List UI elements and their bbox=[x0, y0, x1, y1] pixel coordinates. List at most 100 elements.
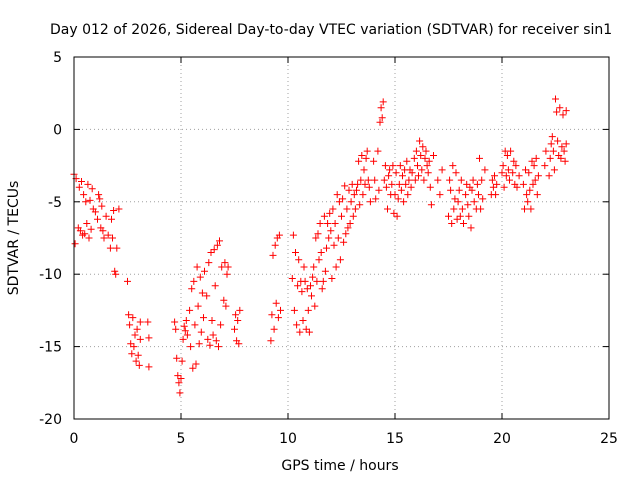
data-point bbox=[452, 169, 460, 177]
data-point bbox=[556, 104, 564, 112]
data-point bbox=[451, 195, 459, 203]
data-point bbox=[417, 152, 425, 159]
data-point bbox=[81, 230, 89, 238]
data-point bbox=[126, 321, 134, 329]
data-point bbox=[408, 169, 416, 177]
data-point bbox=[531, 176, 539, 184]
data-point bbox=[425, 157, 433, 165]
data-point bbox=[434, 176, 442, 184]
data-point bbox=[420, 176, 428, 184]
data-point bbox=[393, 212, 401, 220]
data-point bbox=[95, 191, 103, 199]
data-point bbox=[477, 205, 485, 213]
data-point bbox=[529, 180, 537, 188]
data-point bbox=[503, 152, 511, 159]
data-point bbox=[522, 166, 529, 174]
data-point bbox=[491, 172, 498, 180]
data-point bbox=[110, 207, 118, 214]
data-point bbox=[341, 182, 349, 190]
data-point bbox=[371, 176, 379, 184]
data-point bbox=[338, 212, 345, 220]
data-point bbox=[374, 147, 382, 155]
data-point bbox=[88, 185, 96, 193]
data-point bbox=[498, 169, 506, 177]
data-point bbox=[436, 191, 444, 199]
data-point bbox=[558, 143, 566, 151]
data-point bbox=[399, 172, 406, 180]
data-point bbox=[299, 317, 307, 324]
data-point bbox=[400, 198, 408, 206]
data-point bbox=[386, 166, 394, 174]
data-point bbox=[547, 140, 555, 148]
data-point bbox=[510, 157, 518, 165]
data-point bbox=[365, 183, 373, 191]
data-point bbox=[402, 180, 410, 188]
data-point bbox=[422, 147, 430, 155]
data-point bbox=[465, 212, 473, 220]
data-point bbox=[346, 220, 354, 227]
data-point bbox=[340, 238, 348, 246]
data-point bbox=[426, 183, 434, 191]
data-point bbox=[492, 191, 500, 199]
data-point bbox=[356, 201, 364, 209]
data-point bbox=[274, 314, 282, 322]
data-point bbox=[275, 231, 283, 239]
data-point bbox=[384, 205, 391, 213]
data-point bbox=[403, 157, 411, 165]
data-point bbox=[464, 201, 472, 209]
data-point bbox=[204, 335, 212, 343]
data-point bbox=[277, 306, 284, 314]
data-point bbox=[542, 147, 550, 155]
data-point bbox=[381, 162, 389, 170]
data-point bbox=[332, 263, 340, 271]
data-point bbox=[292, 249, 299, 256]
data-point bbox=[321, 267, 329, 275]
data-point bbox=[207, 249, 215, 256]
data-point bbox=[375, 186, 383, 194]
data-point bbox=[80, 191, 88, 199]
data-point bbox=[94, 215, 101, 223]
data-point bbox=[289, 231, 297, 239]
data-point bbox=[324, 220, 332, 227]
data-point bbox=[325, 234, 333, 242]
data-point bbox=[91, 208, 99, 216]
data-point bbox=[326, 209, 334, 217]
data-point bbox=[500, 183, 508, 191]
data-point bbox=[87, 225, 95, 233]
data-point bbox=[454, 198, 462, 206]
data-point bbox=[447, 186, 455, 194]
data-point bbox=[236, 306, 244, 314]
data-point bbox=[469, 176, 477, 184]
data-point bbox=[210, 246, 218, 254]
y-axis-label: SDTVAR / TECUs bbox=[6, 181, 22, 296]
data-point bbox=[112, 270, 120, 278]
data-point bbox=[562, 140, 570, 148]
data-point bbox=[309, 273, 317, 281]
data-point bbox=[445, 212, 452, 220]
data-point bbox=[515, 172, 523, 180]
data-point bbox=[111, 267, 119, 275]
data-point bbox=[174, 372, 182, 380]
data-point bbox=[288, 275, 296, 282]
data-point bbox=[315, 256, 323, 264]
data-point bbox=[351, 205, 359, 213]
data-point bbox=[303, 285, 311, 293]
data-point bbox=[390, 209, 398, 217]
data-point bbox=[135, 361, 143, 369]
data-point bbox=[106, 244, 114, 252]
data-point bbox=[224, 263, 232, 271]
data-point bbox=[333, 191, 341, 199]
data-point bbox=[418, 166, 426, 174]
data-point bbox=[463, 180, 471, 188]
data-point bbox=[176, 389, 184, 397]
data-point bbox=[385, 172, 393, 180]
data-point bbox=[100, 234, 108, 242]
data-point bbox=[189, 364, 197, 372]
data-point bbox=[421, 154, 429, 162]
data-point bbox=[302, 325, 310, 333]
data-point bbox=[271, 241, 279, 249]
data-point bbox=[361, 180, 369, 188]
data-point bbox=[301, 277, 309, 285]
data-point bbox=[559, 111, 567, 119]
